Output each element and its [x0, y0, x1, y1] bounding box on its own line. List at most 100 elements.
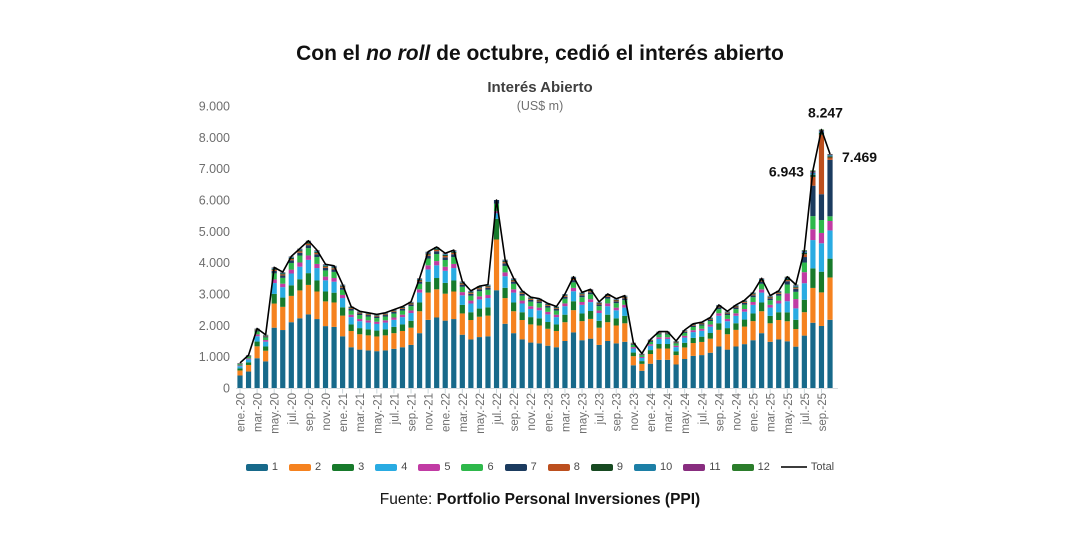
bar-dic.-21-series-2 [434, 289, 440, 318]
bar-oct.-21-series-6 [416, 283, 423, 290]
bar-nov.-21-series-6 [425, 258, 431, 266]
bar-may.-22-series-6 [476, 291, 483, 297]
x-tick-label: jul.-21 [389, 393, 401, 425]
bar-ene.-23-series-9 [545, 304, 551, 306]
bar-oct.-23-series-6 [622, 300, 628, 305]
bar-jul.-24-series-5 [699, 328, 705, 331]
y-tick-label: 9.000 [199, 100, 230, 114]
bar-dic.-24-series-4 [741, 311, 748, 320]
bar-ene.-22-series-7 [442, 257, 448, 261]
legend-item-2: 2 [288, 461, 321, 473]
bar-jun.-23-series-9 [587, 290, 594, 292]
bar-nov.-22-series-4 [528, 308, 534, 318]
annotation-7.469: 7.469 [842, 149, 877, 165]
bar-sep.-25-series-2 [818, 292, 825, 326]
bar-jun.-24-series-2 [690, 343, 696, 356]
chart-units: (US$ m) [516, 99, 564, 113]
bar-may.-21-series-1 [374, 351, 380, 388]
bar-jul.-25-series-9 [801, 252, 807, 255]
y-tick-label: 3.000 [199, 288, 230, 302]
bar-ago.-25-series-2 [810, 287, 816, 323]
bar-feb.-25-series-8 [759, 280, 765, 282]
bar-mar.-25-series-10 [767, 296, 773, 297]
bar-mar.-20-series-1 [254, 358, 260, 388]
bar-jun.-23-series-2 [587, 318, 594, 339]
bar-nov.-23-series-1 [630, 365, 636, 388]
bar-jun.-25-series-3 [793, 319, 799, 330]
bar-jul.-25-series-6 [801, 262, 807, 273]
bar-oct.-21-series-3 [416, 302, 423, 312]
bar-ago.-20-series-6 [297, 255, 303, 263]
bar-oct.-24-series-9 [724, 312, 731, 313]
bar-may.-23-series-5 [579, 301, 585, 305]
bar-abr.-24-series-2 [673, 355, 679, 365]
bar-mar.-22-series-8 [459, 283, 465, 285]
bar-jul.-20-series-3 [288, 285, 294, 296]
bar-abr.-25-series-4 [776, 303, 782, 313]
x-tick-label: ene.-24 [646, 392, 658, 432]
bar-feb.-22-series-2 [451, 291, 457, 320]
bar-abr.-21-series-4 [365, 322, 371, 330]
bar-abr.-22-series-2 [468, 320, 474, 340]
bar-mar.-24-series-6 [664, 334, 671, 338]
bar-jul.-20-series-9 [288, 257, 294, 260]
bar-mar.-20-series-2 [254, 346, 260, 359]
bar-ago.-22-series-4 [502, 276, 508, 288]
x-tick-label: sep.-24 [714, 392, 726, 431]
legend-swatch [633, 463, 656, 471]
bar-may.-20-series-5 [271, 279, 277, 284]
bar-ago.-22-series-6 [502, 265, 508, 273]
bar-may.-25-series-3 [784, 312, 790, 322]
bar-jul.-21-series-7 [391, 312, 397, 314]
x-tick-label: ene.-21 [338, 393, 350, 432]
bar-mar.-24-series-3 [664, 344, 671, 349]
bar-ene.-21-series-1 [340, 336, 346, 388]
bar-jul.-23-series-7 [596, 304, 602, 307]
bar-mar.-25-series-4 [767, 307, 773, 316]
bar-ene.-25-series-6 [750, 297, 756, 302]
bar-jun.-24-series-7 [690, 325, 696, 327]
bar-oct.-22-series-6 [519, 295, 525, 301]
bar-jun.-22-series-6 [485, 289, 491, 295]
x-tick-label: may.-21 [372, 393, 384, 434]
bar-jul.-21-series-9 [391, 310, 397, 312]
bar-oct.-21-series-1 [416, 333, 423, 388]
bar-abr.-24-series-3 [673, 351, 679, 356]
bar-may.-24-series-8 [682, 331, 688, 332]
bar-jun.-20-series-5 [280, 283, 286, 288]
bar-mar.-24-series-2 [664, 348, 671, 360]
bar-abr.-25-series-5 [776, 300, 782, 304]
bar-oct.-22-series-1 [519, 339, 525, 388]
bar-nov.-22-series-2 [528, 324, 534, 343]
bar-feb.-23-series-5 [553, 314, 559, 318]
bar-jul.-25-series-3 [801, 299, 807, 313]
bar-dic.-24-series-9 [741, 301, 748, 303]
bar-ene.-22-series-2 [442, 293, 448, 321]
bar-abr.-21-series-2 [365, 335, 371, 351]
bar-ene.-24-series-1 [647, 363, 654, 388]
bar-mar.-24-series-8 [664, 332, 671, 334]
bar-ene.-25-series-8 [750, 294, 756, 296]
total-line [239, 128, 831, 364]
bar-mar.-20-series-5 [254, 334, 260, 337]
bar-sep.-24-series-8 [716, 306, 722, 308]
bar-jul.-21-series-3 [391, 326, 397, 334]
bar-dic.-21-series-10 [434, 247, 440, 249]
bar-feb.-23-series-3 [553, 324, 559, 331]
bar-jun.-21-series-1 [382, 350, 388, 388]
bar-jul.-22-series-4 [493, 213, 500, 219]
bar-ago.-24-series-4 [707, 326, 713, 334]
bar-jun.-22-series-9 [485, 285, 491, 287]
bar-ene.-25-series-4 [750, 304, 756, 314]
bar-abr.-24-series-1 [673, 364, 679, 388]
bar-mar.-23-series-3 [562, 314, 568, 323]
bar-nov.-20-series-5 [322, 276, 329, 281]
bar-feb.-24-series-2 [656, 348, 662, 360]
bar-ago.-23-series-6 [605, 298, 611, 304]
bar-nov.-22-series-9 [528, 298, 534, 299]
bar-abr.-20-series-8 [263, 335, 269, 337]
bar-abr.-22-series-3 [468, 312, 474, 321]
bar-may.-25-series-4 [784, 301, 790, 313]
bar-dic.-20-series-7 [331, 269, 337, 272]
